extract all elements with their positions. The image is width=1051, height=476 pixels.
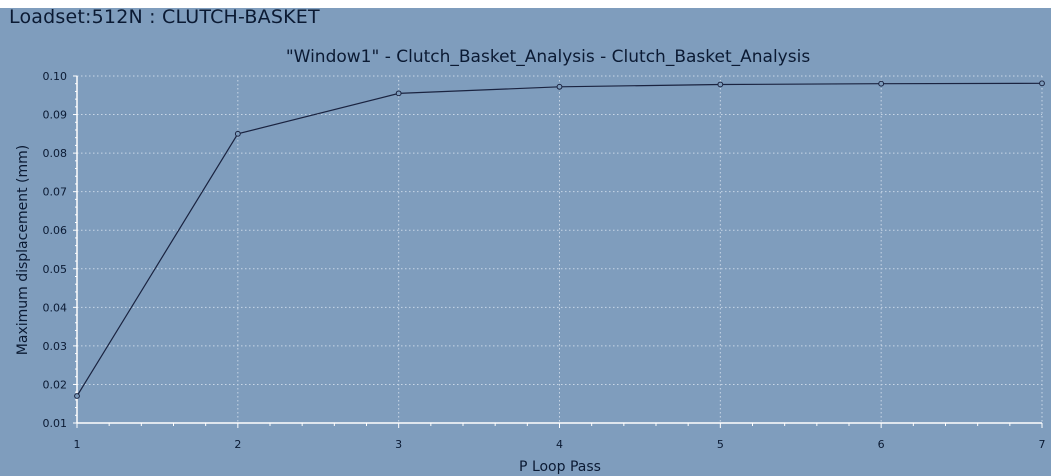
x-tick-label: 4	[556, 438, 563, 451]
data-point	[878, 80, 885, 87]
chart-title: "Window1" - Clutch_Basket_Analysis - Clu…	[286, 47, 811, 67]
y-tick-label: 0.08	[43, 147, 68, 160]
y-tick-label: 0.01	[43, 417, 68, 430]
x-tick-label: 1	[74, 438, 81, 451]
x-tick-label: 5	[717, 438, 724, 451]
data-point	[1039, 80, 1045, 87]
data-point	[234, 130, 241, 137]
y-tick-label: 0.04	[43, 301, 68, 314]
x-tick-label: 3	[395, 438, 402, 451]
data-point	[74, 393, 80, 399]
series-layer	[74, 80, 1045, 399]
data-point	[556, 83, 563, 90]
y-tick-label: 0.07	[43, 186, 68, 199]
x-tick-label: 2	[234, 438, 241, 451]
tick-labels: 0.01 0.02 0.03 0.04 0.05 0.06 0.07 0.08 0.09 0.10…	[43, 70, 1046, 451]
x-axis-title: P Loop Pass	[519, 459, 601, 475]
x-tick-label: 7	[1039, 438, 1046, 451]
y-tick-label: 0.10	[43, 70, 68, 83]
axes	[73, 75, 1043, 428]
data-point	[717, 81, 724, 88]
y-tick-label: 0.05	[43, 263, 68, 276]
y-tick-label: 0.06	[43, 224, 68, 237]
y-axis-title: Maximum displacement (mm)	[15, 145, 31, 355]
grid-lines	[77, 75, 1043, 423]
y-tick-label: 0.09	[43, 109, 68, 122]
y-tick-label: 0.03	[43, 340, 68, 353]
data-point	[395, 90, 402, 97]
x-tick-label: 6	[878, 438, 885, 451]
y-tick-label: 0.02	[43, 378, 68, 391]
plot-panel	[0, 8, 1051, 476]
loadset-label: Loadset:512N : CLUTCH-BASKET	[9, 6, 320, 28]
